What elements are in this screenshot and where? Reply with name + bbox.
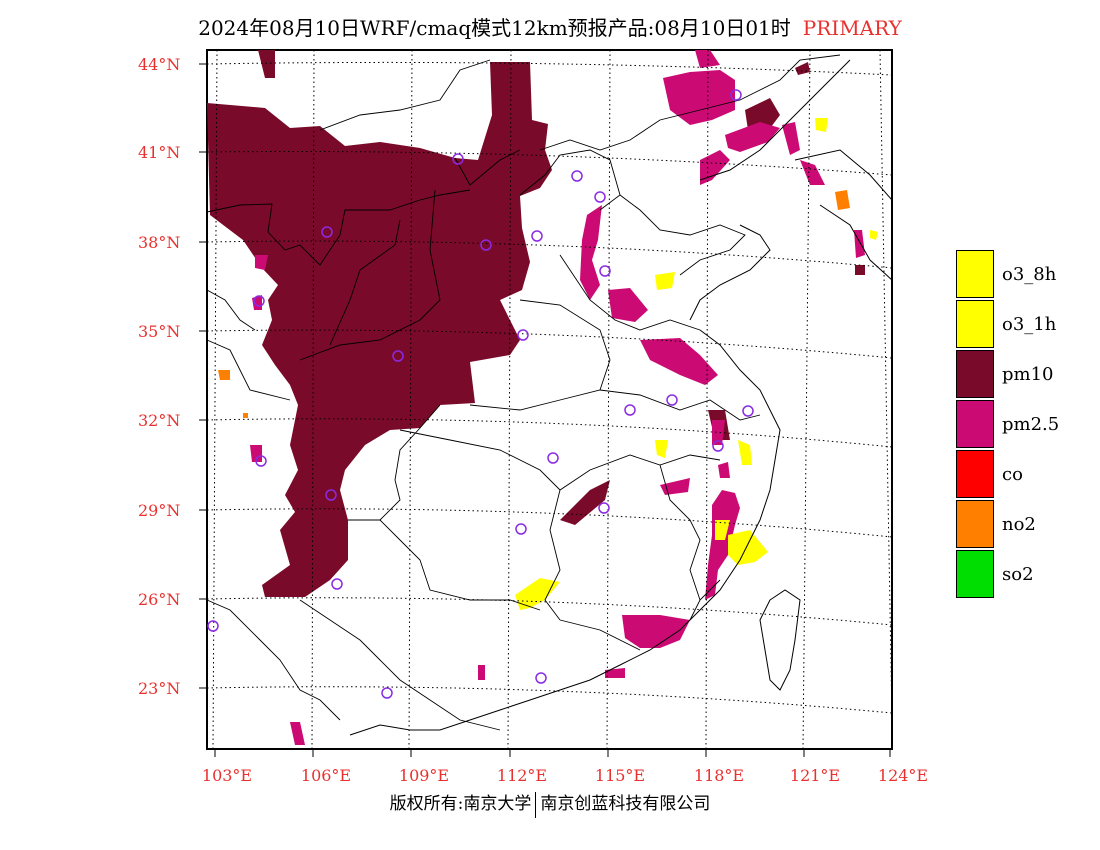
- lon-label-115: 115°E: [594, 766, 646, 785]
- station-marker: [535, 672, 547, 684]
- title-tag: PRIMARY: [802, 16, 902, 40]
- station-marker: [452, 153, 464, 165]
- lon-label-112: 112°E: [496, 766, 548, 785]
- lon-label-103: 103°E: [201, 766, 253, 785]
- legend-swatch: [956, 450, 994, 498]
- legend-swatch: [956, 250, 994, 298]
- legend-swatch: [956, 300, 994, 348]
- station-markers: [207, 89, 754, 699]
- station-marker: [392, 350, 404, 362]
- legend-swatch: [956, 400, 994, 448]
- lat-label-44: 44°N: [138, 55, 181, 74]
- lon-label-124: 124°E: [877, 766, 929, 785]
- station-marker: [598, 502, 610, 514]
- lon-label-118: 118°E: [693, 766, 745, 785]
- legend-item-pm10: pm10: [956, 349, 1086, 399]
- station-marker: [624, 404, 636, 416]
- lat-label-41: 41°N: [138, 143, 181, 162]
- station-marker: [594, 191, 606, 203]
- legend-item-no2: no2: [956, 499, 1086, 549]
- title-text: 2024年08月10日WRF/cmaq模式12km预报产品:08月10日01时: [198, 16, 791, 40]
- station-marker: [742, 405, 754, 417]
- copyright-footer: 版权所有:南京大学 南京创蓝科技有限公司: [0, 789, 1100, 818]
- lat-label-38: 38°N: [138, 233, 181, 252]
- station-marker: [381, 687, 393, 699]
- legend-item-co: co: [956, 449, 1086, 499]
- province-borders: [206, 54, 841, 731]
- station-marker: [712, 440, 724, 452]
- station-marker: [207, 620, 219, 632]
- legend-item-pm25: pm2.5: [956, 399, 1086, 449]
- station-marker: [480, 239, 492, 251]
- station-marker: [666, 394, 678, 406]
- legend-item-o3-8h: o3_8h: [956, 249, 1086, 299]
- legend-swatch: [956, 500, 994, 548]
- station-marker: [730, 89, 742, 101]
- lat-label-26: 26°N: [138, 590, 181, 609]
- legend-label: pm2.5: [1002, 413, 1060, 435]
- map-title: 2024年08月10日WRF/cmaq模式12km预报产品:08月10日01时 P…: [0, 12, 1100, 41]
- coastline: [349, 59, 893, 736]
- legend-item-so2: so2: [956, 549, 1086, 599]
- axis-ticks: [199, 63, 891, 757]
- footer-divider: [535, 791, 537, 818]
- station-marker: [599, 265, 611, 277]
- station-marker: [531, 230, 543, 242]
- lat-label-35: 35°N: [138, 322, 181, 341]
- lon-label-121: 121°E: [789, 766, 841, 785]
- legend: o3_8h o3_1h pm10 pm2.5 co no2 so2: [956, 249, 1086, 599]
- legend-label: o3_1h: [1002, 313, 1057, 335]
- station-marker: [255, 455, 267, 467]
- o3-region: [515, 118, 878, 610]
- station-marker: [517, 329, 529, 341]
- lat-label-23: 23°N: [138, 679, 181, 698]
- station-marker: [321, 226, 333, 238]
- station-marker: [547, 452, 559, 464]
- station-marker: [253, 295, 265, 307]
- legend-label: pm10: [1002, 363, 1054, 385]
- legend-swatch: [956, 350, 994, 398]
- lat-label-32: 32°N: [138, 411, 181, 430]
- station-marker: [571, 170, 583, 182]
- legend-swatch: [956, 550, 994, 598]
- lon-label-109: 109°E: [398, 766, 450, 785]
- graticule: [206, 49, 893, 750]
- station-marker: [331, 578, 343, 590]
- lon-label-106: 106°E: [300, 766, 352, 785]
- station-marker: [325, 489, 337, 501]
- legend-label: co: [1002, 463, 1023, 485]
- legend-label: so2: [1002, 563, 1034, 585]
- legend-item-o3-1h: o3_1h: [956, 299, 1086, 349]
- copyright-right: 南京创蓝科技有限公司: [540, 794, 711, 814]
- lat-label-29: 29°N: [138, 501, 181, 520]
- legend-label: o3_8h: [1002, 263, 1057, 285]
- no2-region: [218, 190, 850, 418]
- legend-label: no2: [1002, 513, 1036, 535]
- copyright-left: 版权所有:南京大学: [389, 794, 532, 814]
- station-marker: [515, 523, 527, 535]
